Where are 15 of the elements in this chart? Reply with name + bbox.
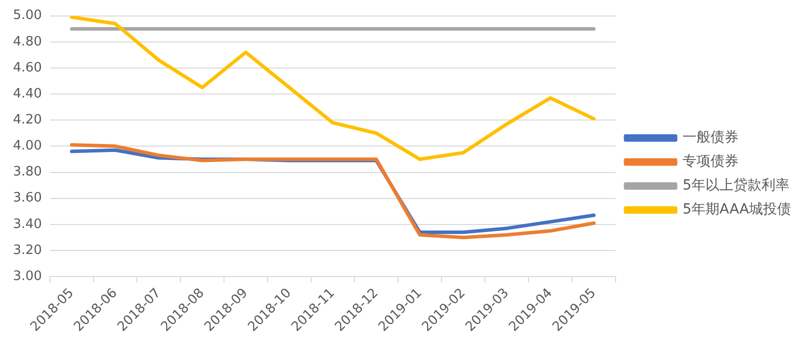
legend-label: 5年以上贷款利率 [682, 178, 790, 194]
y-tick-label: 3.60 [12, 190, 42, 206]
legend-label: 5年期AAA城投债 [682, 202, 792, 218]
y-tick-label: 3.40 [12, 216, 42, 232]
y-tick-label: 4.80 [12, 34, 42, 50]
y-tick-label: 3.20 [12, 242, 42, 258]
legend-label: 一般债券 [682, 130, 739, 146]
legend-label: 专项债券 [682, 154, 739, 170]
y-tick-label: 4.20 [12, 112, 42, 128]
y-tick-label: 4.00 [12, 138, 42, 154]
y-tick-label: 4.60 [12, 60, 42, 76]
y-tick-label: 3.00 [12, 268, 42, 284]
y-tick-label: 4.40 [12, 86, 42, 102]
y-tick-label: 3.80 [12, 164, 42, 180]
y-tick-label: 5.00 [12, 8, 42, 24]
